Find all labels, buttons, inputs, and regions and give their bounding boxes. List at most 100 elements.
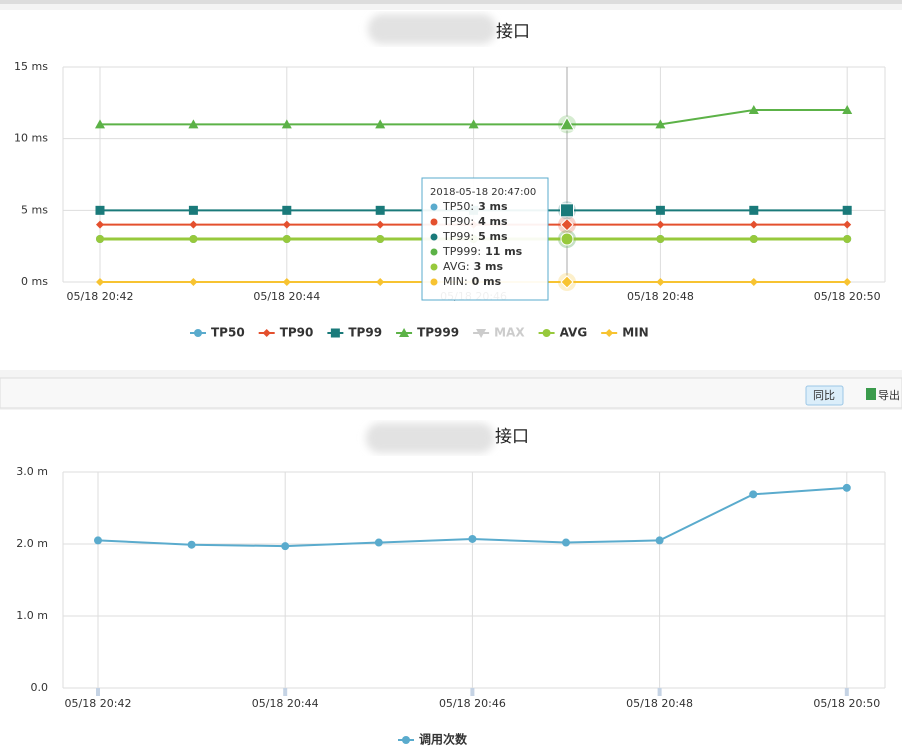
point: [749, 220, 758, 229]
y-tick-label: 2.0 m: [16, 537, 48, 550]
point: [560, 217, 574, 232]
legend-label[interactable]: TP99: [348, 326, 382, 340]
point: [189, 220, 198, 229]
legend-label[interactable]: MAX: [494, 326, 525, 340]
x-tick: [844, 688, 849, 696]
point: [187, 540, 196, 549]
tooltip-item: TP99: 5 ms: [442, 230, 508, 243]
point: [376, 278, 385, 286]
point: [262, 329, 271, 337]
legend-label[interactable]: 调用次数: [419, 732, 468, 747]
point: [560, 275, 574, 289]
point: [281, 542, 290, 551]
legend-label[interactable]: MIN: [622, 326, 648, 340]
point: [843, 220, 852, 229]
tooltip-dot: [430, 278, 438, 286]
point: [476, 329, 487, 338]
export-label[interactable]: 导出: [878, 388, 900, 402]
tooltip-value: 3 ms: [474, 260, 504, 273]
compare-button[interactable]: [805, 385, 844, 406]
legend-label[interactable]: TP50: [211, 326, 245, 340]
point: [96, 235, 104, 243]
tooltip-item: TP999: 11 ms: [442, 245, 523, 258]
tooltip-label: TP99:: [442, 230, 474, 243]
point: [560, 203, 574, 218]
point: [843, 235, 852, 243]
tooltip-dot: [430, 263, 438, 271]
y-tick-label: 15 ms: [14, 60, 48, 73]
x-tick-label: 05/18 20:48: [626, 697, 693, 710]
point: [282, 235, 291, 243]
tooltip-dot: [430, 248, 438, 256]
x-tick-label: 05/18 20:44: [253, 290, 320, 303]
legend-label[interactable]: AVG: [560, 326, 588, 340]
point: [749, 205, 759, 215]
point: [559, 116, 575, 131]
point: [94, 536, 102, 545]
point: [330, 328, 340, 338]
toolbar: [0, 377, 902, 409]
chart-title: 接口: [496, 22, 530, 42]
point: [376, 235, 385, 243]
point: [843, 278, 852, 286]
y-tick-label: 1.0 m: [16, 609, 48, 622]
tooltip-label: TP50:: [442, 200, 474, 213]
point: [655, 119, 666, 129]
legend-label[interactable]: TP999: [417, 326, 459, 340]
point: [656, 235, 665, 243]
point: [605, 329, 614, 337]
point: [282, 278, 291, 286]
tooltip-item: TP50: 3 ms: [442, 200, 508, 213]
point: [560, 232, 574, 246]
tooltip-title: 2018-05-18 20:47:00: [430, 187, 536, 198]
blurred-name: [366, 423, 494, 453]
point: [96, 278, 104, 286]
tooltip-value: 4 ms: [478, 215, 508, 228]
point: [656, 278, 665, 286]
x-tick: [657, 688, 662, 696]
point: [842, 105, 853, 114]
point: [402, 736, 410, 744]
x-tick-label: 05/18 20:44: [252, 697, 319, 710]
export-icon[interactable]: [866, 388, 876, 400]
blurred-name: [368, 14, 496, 44]
point: [188, 205, 198, 215]
point: [468, 534, 477, 543]
point: [468, 119, 479, 129]
point: [562, 538, 570, 547]
compare-label[interactable]: 同比: [813, 389, 835, 402]
x-tick-label: 05/18 20:42: [65, 697, 132, 710]
y-tick-label: 10 ms: [14, 132, 48, 145]
tooltip-value: 11 ms: [485, 245, 523, 258]
x-tick-label: 05/18 20:48: [627, 290, 694, 303]
tooltip-dot: [430, 203, 438, 211]
point: [95, 205, 105, 215]
legend-label[interactable]: TP90: [280, 326, 314, 340]
x-tick-label: 05/18 20:46: [439, 697, 506, 710]
y-tick-label: 5 ms: [21, 203, 48, 216]
tooltip-label: TP999:: [442, 245, 481, 258]
tooltip-item: AVG: 3 ms: [443, 260, 504, 273]
tooltip-label: AVG:: [443, 260, 470, 273]
y-tick-label: 0.0: [31, 681, 49, 694]
point: [282, 205, 292, 215]
tooltip-value: 0 ms: [472, 275, 502, 288]
point: [749, 490, 758, 499]
tooltip-value: 5 ms: [478, 230, 508, 243]
point: [842, 483, 851, 492]
point: [374, 538, 383, 547]
point: [282, 220, 291, 229]
point: [96, 220, 104, 229]
tooltip-label: MIN:: [443, 275, 468, 288]
point: [194, 329, 202, 337]
point: [655, 536, 664, 545]
tooltip-value: 3 ms: [478, 200, 508, 213]
point: [376, 220, 385, 229]
x-tick-label: 05/18 20:50: [813, 697, 880, 710]
y-tick-label: 0 ms: [21, 275, 48, 288]
point: [189, 278, 198, 286]
tooltip: [421, 177, 549, 301]
chart-title: 接口: [495, 427, 529, 447]
